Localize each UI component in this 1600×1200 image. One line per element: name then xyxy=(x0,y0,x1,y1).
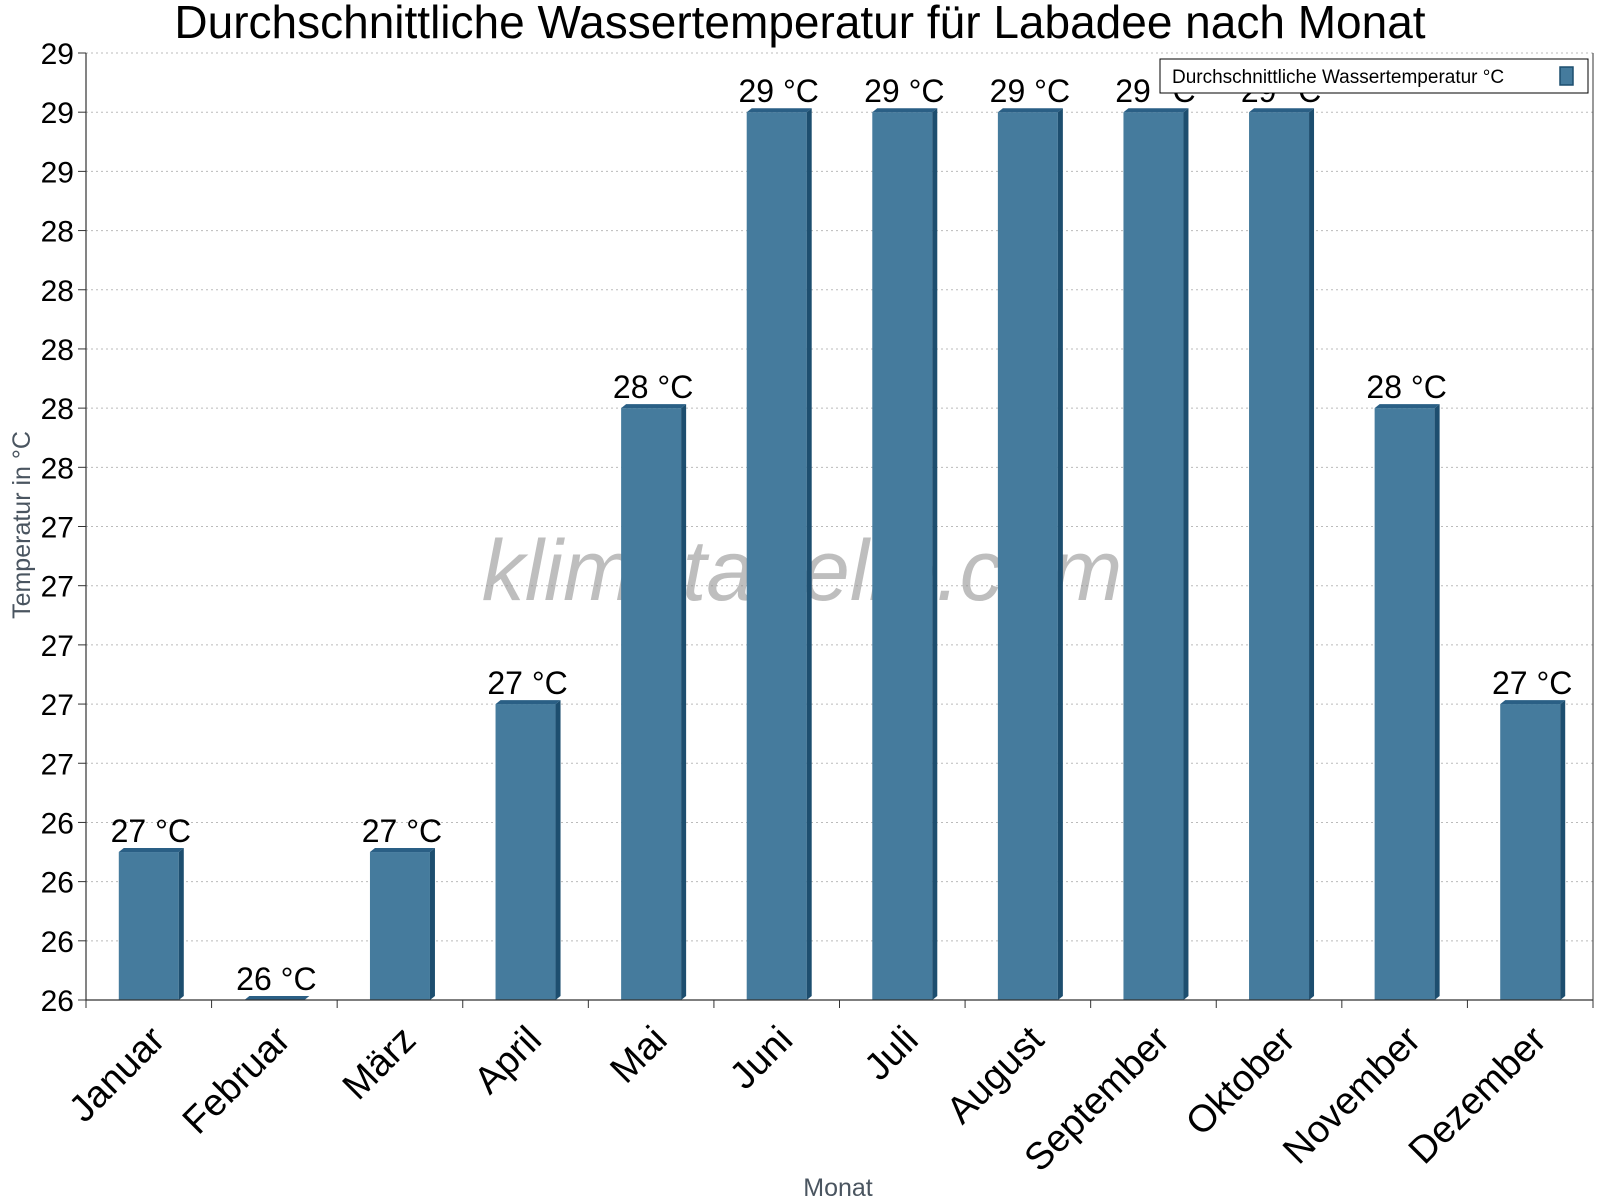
bar-top xyxy=(1374,404,1440,409)
bar-top xyxy=(369,848,435,853)
bar-side xyxy=(429,848,435,1000)
bar xyxy=(621,408,682,1000)
y-tick-label: 26 xyxy=(41,926,74,959)
bar-group: 27 °C xyxy=(1492,665,1572,1000)
bar-side xyxy=(1183,108,1189,1000)
bar-group: 27 °C xyxy=(111,813,191,1000)
x-tick-label: Oktober xyxy=(1178,1018,1304,1144)
bar-group: 27 °C xyxy=(362,813,442,1000)
bar-side xyxy=(1309,108,1315,1000)
bar-group: 26 °C xyxy=(236,961,317,1000)
bar xyxy=(369,852,430,1000)
bar xyxy=(1500,704,1561,1000)
data-label: 27 °C xyxy=(487,665,567,701)
grid-layer xyxy=(86,52,1593,942)
bar-top xyxy=(997,108,1063,113)
x-tick-label: April xyxy=(466,1019,549,1102)
x-tick-label: Dezember xyxy=(1401,1018,1555,1172)
bar-top xyxy=(244,996,310,1000)
bar-side xyxy=(806,108,812,1000)
bar-top xyxy=(746,108,812,113)
bar-side xyxy=(178,848,184,1000)
bar xyxy=(1123,112,1184,1000)
y-tick-label: 26 xyxy=(41,985,74,1018)
y-tick-label: 28 xyxy=(41,452,74,485)
data-label: 27 °C xyxy=(1492,665,1572,701)
bar-group: 29 °C xyxy=(990,73,1070,1000)
y-tick-label: 29 xyxy=(41,97,74,130)
bar xyxy=(997,112,1058,1000)
bar-group: 28 °C xyxy=(1366,369,1447,1000)
y-tick-label: 26 xyxy=(41,807,74,840)
bar xyxy=(1374,408,1435,1000)
y-tick-label: 27 xyxy=(41,630,74,663)
y-tick-label: 28 xyxy=(41,334,74,367)
bar xyxy=(746,112,807,1000)
bar-group: 28 °C xyxy=(613,369,693,1000)
legend-label: Durchschnittliche Wassertemperatur °C xyxy=(1172,67,1504,88)
bar xyxy=(118,852,179,1000)
y-tick-label: 26 xyxy=(41,867,74,900)
y-tick-label: 28 xyxy=(41,216,74,249)
bar-top xyxy=(621,404,687,409)
data-label: 27 °C xyxy=(111,813,191,849)
x-tick-label: August xyxy=(939,1018,1053,1132)
bars-layer: 27 °C 26 °C 27 °C 27 °C 28 °C 29 °C 29 °C 29 °C… xyxy=(111,73,1572,1000)
bar-top xyxy=(118,848,184,853)
bar xyxy=(1249,112,1310,1000)
y-tick-label: 27 xyxy=(41,571,74,604)
x-tick-label: Juli xyxy=(857,1019,927,1089)
data-label: 28 °C xyxy=(613,369,693,405)
bar-side xyxy=(1057,108,1063,1000)
y-axis-label: Temperatur in °C xyxy=(8,431,36,619)
y-tick-label: 29 xyxy=(41,38,74,71)
bar-top xyxy=(1249,108,1315,113)
bar-top xyxy=(1500,700,1566,705)
x-tick-label: Februar xyxy=(175,1018,299,1142)
bar xyxy=(872,112,933,1000)
bar-group: 27 °C xyxy=(487,665,568,1000)
bar-top xyxy=(495,700,561,705)
data-label: 29 °C xyxy=(990,73,1070,109)
bar-group: 29 °C xyxy=(739,73,819,1000)
bar-side xyxy=(681,404,687,1000)
bar-top xyxy=(1123,108,1189,113)
bar xyxy=(495,704,556,1000)
y-tick-label: 27 xyxy=(41,512,74,545)
legend-swatch xyxy=(1559,66,1574,86)
bar-top xyxy=(872,108,938,113)
data-label: 28 °C xyxy=(1366,369,1446,405)
x-axis-label: Monat xyxy=(803,1174,873,1200)
legend: Durchschnittliche Wassertemperatur °C xyxy=(1159,58,1589,94)
bar-group: 29 °C xyxy=(1241,73,1321,1000)
x-tick-label: Juni xyxy=(722,1019,801,1098)
legend-box xyxy=(1159,58,1589,94)
y-tick-label: 27 xyxy=(41,748,74,781)
x-tick-label: Mai xyxy=(602,1019,675,1092)
bar-group: 29 °C xyxy=(1115,73,1196,1000)
bar-side xyxy=(932,108,938,1000)
bar-group: 29 °C xyxy=(864,73,944,1000)
data-label: 29 °C xyxy=(864,73,944,109)
y-tick-label: 29 xyxy=(41,156,74,189)
bar-side xyxy=(555,700,561,1000)
y-tick-label: 27 xyxy=(41,689,74,722)
data-label: 27 °C xyxy=(362,813,442,849)
y-tick-label: 28 xyxy=(41,393,74,426)
x-tick-label: März xyxy=(335,1019,424,1108)
data-label: 26 °C xyxy=(236,961,316,997)
x-tick-label: Januar xyxy=(61,1018,173,1130)
bar-side xyxy=(1560,700,1566,1000)
bar-side xyxy=(1434,404,1440,1000)
y-tick-label: 28 xyxy=(41,275,74,308)
data-label: 29 °C xyxy=(739,73,819,109)
chart-title: Durchschnittliche Wassertemperatur für L… xyxy=(174,0,1425,48)
